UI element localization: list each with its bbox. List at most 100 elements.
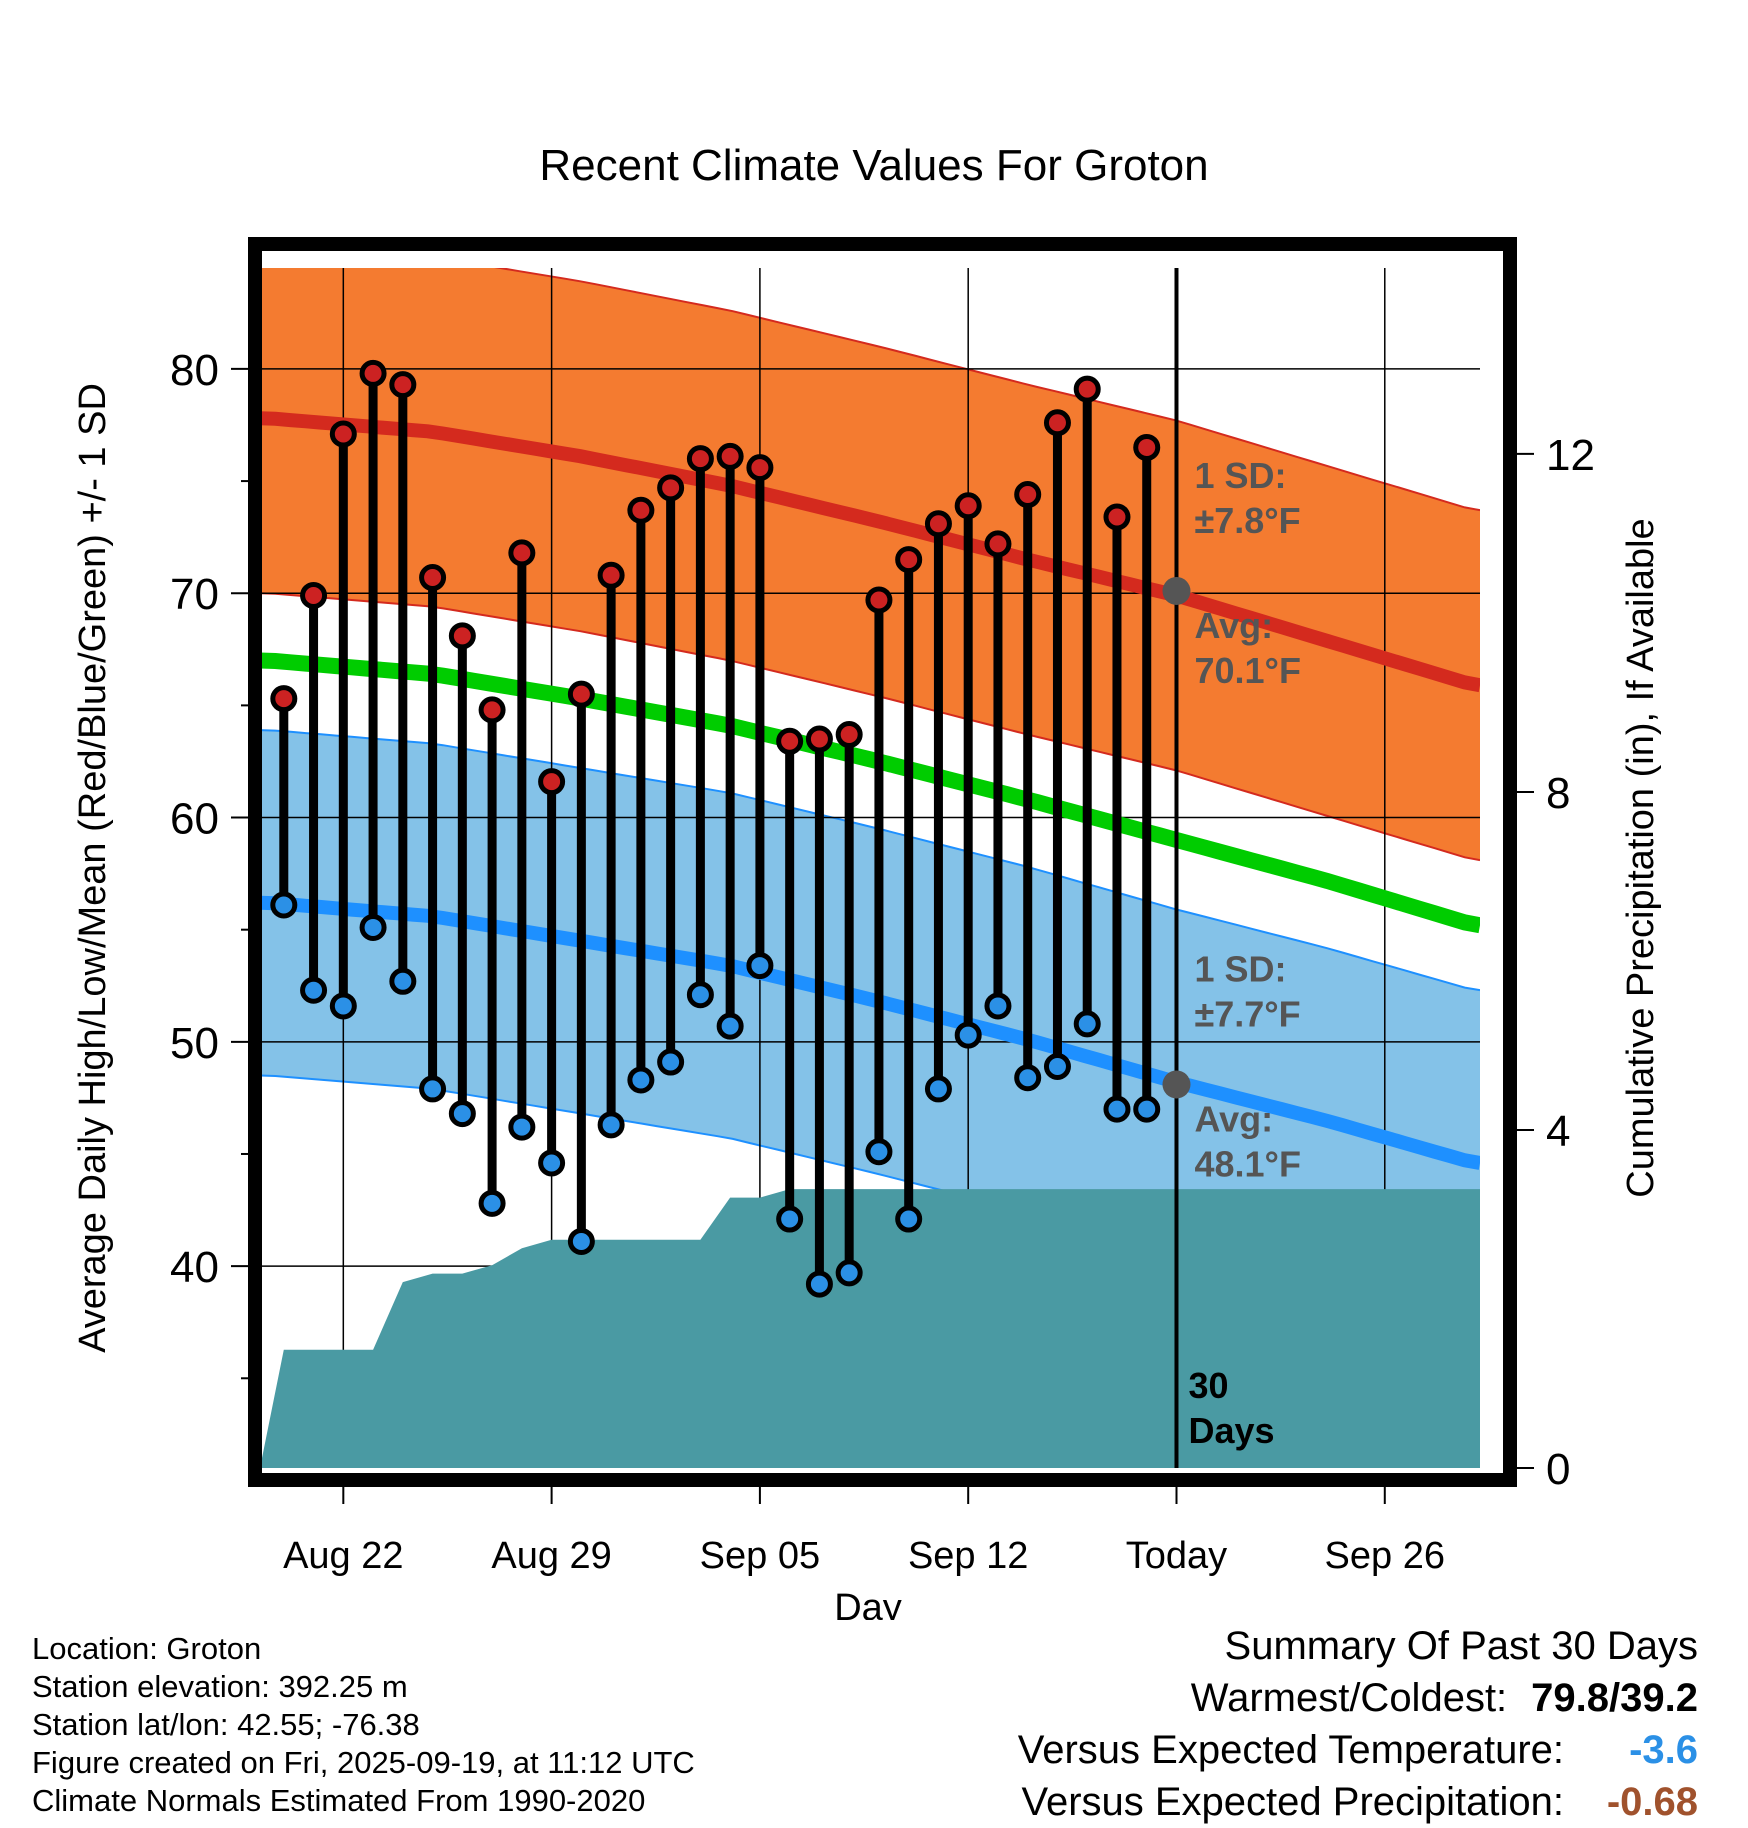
low-annotation-1: ±7.7°F [1194,993,1300,1034]
daily-high-point-1 [300,581,328,609]
y2-tick-label-12: 12 [1546,431,1595,480]
daily-high-point-4 [389,371,417,399]
temp-label: Versus Expected Temperature: [1017,1728,1564,1772]
daily-low-point-26 [1043,1053,1071,1081]
daily-high-point-17 [776,727,804,755]
y-tick-label-40: 40 [170,1243,219,1292]
warmest-value: 79.8/39.2 [1531,1676,1698,1720]
daily-high-point-10 [567,680,595,708]
high-annotation-0: 1 SD: [1194,455,1286,496]
summary-temp-row: Versus Expected Temperature: -3.6 [1018,1724,1698,1776]
daily-low-point-23 [954,1021,982,1049]
daily-low-point-1 [300,976,328,1004]
daily-high-point-25 [1014,481,1042,509]
daily-low-point-25 [1014,1064,1042,1092]
daily-high-point-20 [865,586,893,614]
high-annotation-2: Avg: [1194,605,1273,646]
daily-low-point-5 [419,1075,447,1103]
daily-high-point-24 [984,530,1012,558]
location-text: Location: Groton [32,1631,262,1666]
daily-high-point-3 [359,359,387,387]
low-annotation-3: 48.1°F [1194,1143,1300,1184]
x-axis-label: Day [834,1587,902,1620]
daily-low-point-15 [716,1012,744,1040]
daily-low-point-10 [567,1227,595,1255]
precip-label: Versus Expected Precipitation: [1021,1780,1564,1824]
summary-precip-row: Versus Expected Precipitation: -0.68 [1018,1776,1698,1828]
daily-low-point-16 [746,952,774,980]
daily-low-point-11 [597,1111,625,1139]
created-text: Figure created on Fri, 2025-09-19, at 11… [32,1745,695,1780]
plot-border [248,237,1517,1487]
low-annotation-0: 1 SD: [1194,948,1286,989]
daily-high-point-21 [895,546,923,574]
daily-high-point-0 [270,685,298,713]
daily-low-point-21 [895,1205,923,1233]
today-days-label-2: Days [1188,1410,1274,1451]
daily-high-point-7 [478,696,506,724]
daily-high-point-16 [746,454,774,482]
cumulative-precip-area [260,1189,1480,1468]
daily-high-point-26 [1043,409,1071,437]
normal-high-line [260,411,1480,693]
daily-low-point-7 [478,1189,506,1217]
daily-high-point-22 [924,510,952,538]
chart-title: Recent Climate Values For Groton [539,141,1208,190]
daily-high-point-6 [448,622,476,650]
daily-low-point-13 [657,1048,685,1076]
high-avg-marker [1162,576,1191,605]
daily-low-point-4 [389,967,417,995]
y-tick-label-70: 70 [170,570,219,619]
normals-text: Climate Normals Estimated From 1990-2020 [32,1783,646,1818]
low-annotation-2: Avg: [1194,1098,1273,1139]
daily-low-point-22 [924,1075,952,1103]
daily-low-point-0 [270,891,298,919]
daily-low-point-20 [865,1138,893,1166]
x-tick-label-2: Aug 22 [283,1535,403,1577]
precip-value: -0.68 [1606,1780,1698,1824]
precipitation-area [260,1189,1480,1468]
daily-low-point-14 [686,981,714,1009]
daily-high-point-23 [954,492,982,520]
daily-high-point-28 [1103,503,1131,531]
daily-high-point-29 [1133,433,1161,461]
station-info: Location: Groton Station elevation: 392.… [32,1630,695,1820]
daily-low-point-3 [359,913,387,941]
y-tick-label-50: 50 [170,1019,219,1068]
today-days-label-1: 30 [1188,1365,1228,1406]
daily-high-point-19 [835,721,863,749]
summary-title: Summary Of Past 30 Days [1224,1624,1698,1668]
elevation-text: Station elevation: 392.25 m [32,1669,408,1704]
daily-low-point-29 [1133,1095,1161,1123]
summary-panel: Summary Of Past 30 Days Warmest/Coldest:… [1018,1620,1698,1828]
daily-low-point-28 [1103,1095,1131,1123]
daily-high-point-2 [329,420,357,448]
x-tick-label-16: Sep 05 [700,1535,820,1577]
daily-low-point-2 [329,992,357,1020]
y-axis-label: Average Daily High/Low/Mean (Red/Blue/Gr… [72,383,114,1353]
high-sd-band-lower-edge [260,592,1480,862]
high-annotation-3: 70.1°F [1194,650,1300,691]
plot-frame [248,237,1517,1487]
warmest-label: Warmest/Coldest: [1190,1676,1508,1720]
daily-high-point-5 [419,564,447,592]
low-avg-marker [1162,1070,1191,1099]
daily-low-point-19 [835,1259,863,1287]
high-sd-band-upper-edge [494,268,1480,512]
daily-low-point-8 [508,1113,536,1141]
daily-high-point-14 [686,445,714,473]
y2-tick-label-0: 0 [1546,1445,1570,1494]
daily-high-point-11 [597,561,625,589]
daily-high-point-15 [716,442,744,470]
x-tick-label-9: Aug 29 [491,1535,611,1577]
x-tick-label-37: Sep 26 [1325,1535,1445,1577]
y2-axis-label: Cumulative Precipitation (in), If Availa… [1620,518,1662,1197]
y2-tick-label-8: 8 [1546,769,1570,818]
daily-low-point-6 [448,1100,476,1128]
daily-low-point-9 [538,1149,566,1177]
daily-low-point-24 [984,992,1012,1020]
y2-tick-label-4: 4 [1546,1107,1570,1156]
daily-low-point-17 [776,1205,804,1233]
